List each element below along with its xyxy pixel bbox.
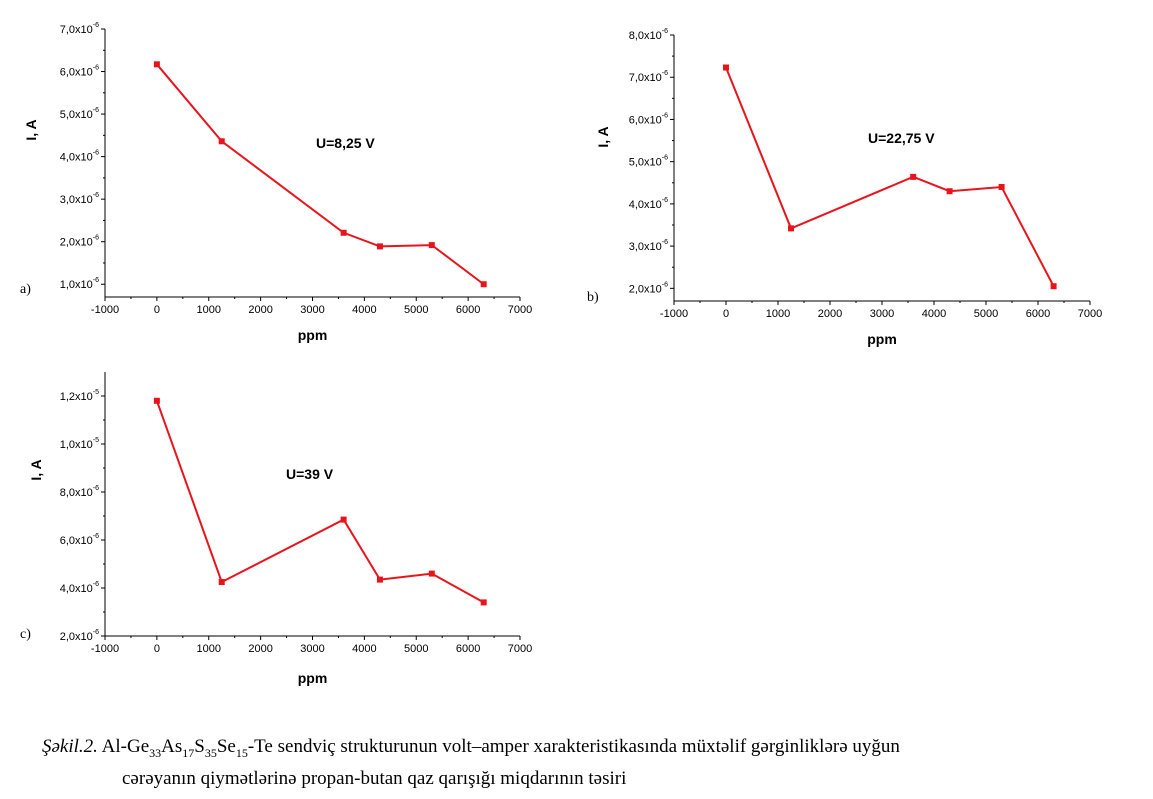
caption-text-d: Se <box>216 736 236 757</box>
x-tick-label: 6000 <box>456 643 480 655</box>
x-tick-label: 3000 <box>870 308 894 320</box>
x-tick-label: 6000 <box>1026 308 1050 320</box>
data-point <box>218 138 225 145</box>
caption-label: Şəkil.2. <box>42 736 98 757</box>
x-tick-label: 2000 <box>818 308 842 320</box>
chart-1: -1000 0 1000 2000 3000 4000 5000 6000 7000 1,0x10… <box>20 22 532 343</box>
y-tick-label: 3,0x10-6 <box>629 239 668 253</box>
data-point <box>788 225 794 232</box>
caption-sub-1: 33 <box>149 745 162 760</box>
x-tick-label: 1000 <box>197 304 221 316</box>
series-line <box>156 63 485 286</box>
y-tick-label: 2,0x10-6 <box>60 235 99 249</box>
data-point <box>376 243 383 250</box>
voltage-annotation: U=8,25 V <box>316 135 375 151</box>
x-tick-label: 2000 <box>248 643 272 655</box>
caption-text-a: Al-Ge <box>97 736 150 757</box>
x-tick-label: 5000 <box>974 308 998 320</box>
x-tick-label: 1000 <box>766 308 790 320</box>
caption-sub-2: 17 <box>182 745 195 760</box>
y-tick-label: 2,0x10-6 <box>629 281 668 295</box>
y-tick-label: 5,0x10-6 <box>629 155 668 169</box>
data-point <box>340 229 347 236</box>
panel-label: b) <box>587 290 599 305</box>
data-point <box>153 397 160 404</box>
data-point <box>998 184 1005 190</box>
y-axis-label: I, A <box>28 459 44 480</box>
x-axis-label: ppm <box>298 670 328 686</box>
data-point <box>376 576 383 583</box>
y-tick-label: 4,0x10-6 <box>60 150 99 164</box>
x-tick-label: 3000 <box>300 643 324 655</box>
caption-text-c: S <box>194 736 205 757</box>
data-point <box>153 61 160 68</box>
series-line <box>155 400 485 604</box>
y-tick-label: 6,0x10-6 <box>60 65 99 79</box>
chart-2: -1000 0 1000 2000 3000 4000 5000 6000 7000 2,0x10… <box>587 28 1102 347</box>
y-axis-label: I, A <box>595 126 611 147</box>
data-point <box>428 570 435 577</box>
data-point <box>480 281 487 288</box>
y-tick-label: 7,0x10-6 <box>629 70 668 84</box>
data-point <box>1050 283 1057 290</box>
x-tick-label: 2000 <box>248 304 272 316</box>
data-point <box>946 188 953 195</box>
voltage-annotation: U=39 V <box>286 466 334 482</box>
figure-caption: Şəkil.2. Al-Ge33As17S35Se15-Te sendviç s… <box>42 734 1142 792</box>
x-tick-label: 0 <box>723 308 729 320</box>
caption-sub-3: 35 <box>204 745 217 760</box>
x-tick-label: 4000 <box>352 304 376 316</box>
y-axis-label: I, A <box>23 119 39 140</box>
x-tick-label: 5000 <box>404 304 428 316</box>
data-point <box>428 242 435 249</box>
chart-3: -1000 0 1000 2000 3000 4000 5000 6000 7000 2,0x10… <box>20 372 532 686</box>
data-point <box>723 64 729 71</box>
x-tick-label: 0 <box>154 643 160 655</box>
y-tick-label: 4,0x10-6 <box>629 197 668 211</box>
x-tick-label: 7000 <box>1078 308 1102 320</box>
x-tick-label: -1000 <box>91 304 119 316</box>
y-tick-label: 1,0x10-6 <box>60 277 99 291</box>
x-tick-label: 4000 <box>352 643 376 655</box>
data-point <box>218 579 225 585</box>
data-point <box>910 173 917 180</box>
x-tick-label: -1000 <box>660 308 688 320</box>
y-tick-label: 1,0x10-5 <box>60 437 99 451</box>
x-tick-label: 3000 <box>300 304 324 316</box>
y-tick-label: 8,0x10-6 <box>629 28 668 42</box>
x-tick-label: 6000 <box>456 304 480 316</box>
x-axis-label: ppm <box>867 331 897 347</box>
x-tick-label: -1000 <box>91 643 119 655</box>
data-point <box>480 599 487 606</box>
series-line <box>725 67 1055 287</box>
figure-canvas: -1000 0 1000 2000 3000 4000 5000 6000 7000 1,0x10… <box>20 22 1102 686</box>
y-tick-label: 5,0x10-6 <box>60 107 99 121</box>
panel-label: c) <box>20 627 31 642</box>
y-tick-label: 8,0x10-6 <box>60 485 99 499</box>
y-tick-label: 7,0x10-6 <box>60 22 99 36</box>
caption-sub-4: 15 <box>235 745 248 760</box>
x-tick-label: 5000 <box>404 643 428 655</box>
x-tick-label: 1000 <box>197 643 221 655</box>
x-tick-label: 0 <box>154 304 160 316</box>
data-point <box>340 516 347 523</box>
x-tick-label: 7000 <box>508 643 532 655</box>
caption-text-b: As <box>161 736 183 757</box>
y-tick-label: 2,0x10-6 <box>60 629 99 643</box>
caption-text-e: -Te sendviç strukturunun volt–amper xara… <box>247 736 900 757</box>
y-tick-label: 1,2x10-5 <box>60 389 99 403</box>
panel-label: a) <box>20 282 31 297</box>
x-tick-label: 7000 <box>508 304 532 316</box>
x-axis-label: ppm <box>298 327 328 343</box>
y-tick-label: 6,0x10-6 <box>60 533 99 547</box>
caption-line-2: cərəyanın qiymətlərinə propan-butan qaz … <box>122 767 627 789</box>
voltage-annotation: U=22,75 V <box>868 130 935 146</box>
y-tick-label: 3,0x10-6 <box>60 192 99 206</box>
x-tick-label: 4000 <box>922 308 946 320</box>
y-tick-label: 4,0x10-6 <box>60 581 99 595</box>
y-tick-label: 6,0x10-6 <box>629 112 668 126</box>
